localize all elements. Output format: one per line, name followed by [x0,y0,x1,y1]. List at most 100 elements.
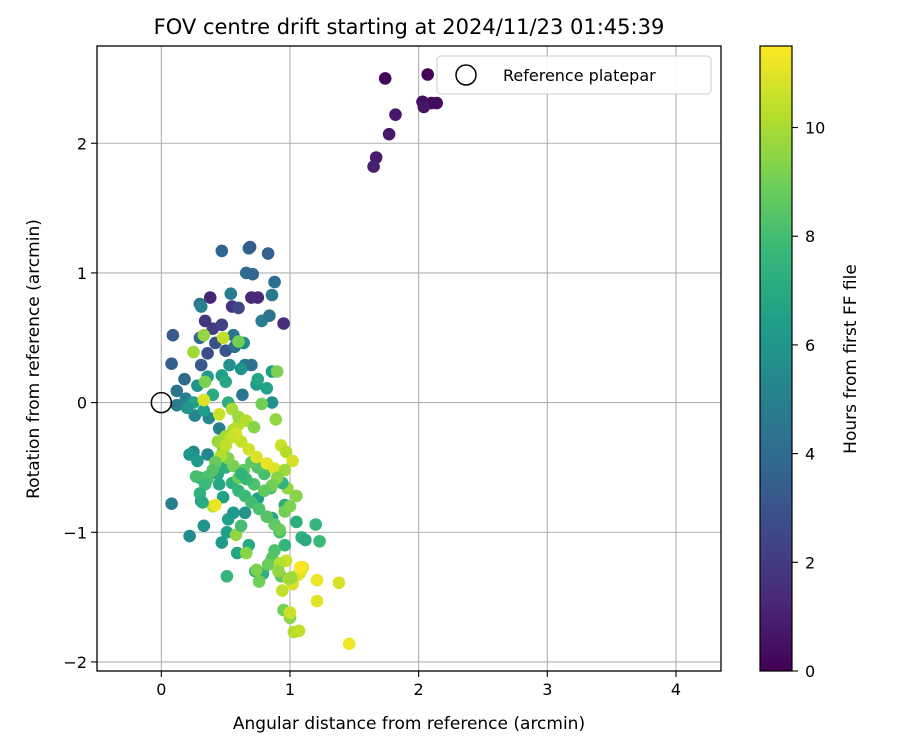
y-tick-label: −2 [63,653,87,672]
scatter-point [299,533,312,547]
colorbar-tick-label: 2 [805,553,815,572]
scatter-point [310,573,324,587]
scatter-point [277,317,290,330]
scatter-point [252,502,266,516]
scatter-point [286,454,299,468]
scatter-point [290,489,303,503]
scatter-point [310,594,324,608]
scatter-point [251,291,265,304]
scatter-point [252,575,266,588]
x-tick-label: 1 [285,680,295,699]
scatter-point [273,523,287,536]
scatter-point [170,398,184,412]
scatter-point [198,375,212,389]
y-axis-label: Rotation from reference (arcmin) [24,219,44,499]
scatter-point [183,529,196,543]
scatter-point [223,358,236,372]
y-tick-label: 1 [77,264,87,283]
scatter-point [292,624,306,638]
x-axis-label: Angular distance from reference (arcmin) [233,714,585,734]
scatter-point [258,484,271,498]
scatter-point [332,576,346,590]
scatter-point [170,384,184,398]
scatter-point [430,96,444,110]
scatter-point [265,288,279,302]
y-tick-label: 2 [77,134,87,153]
scatter-point [265,396,279,409]
scatter-point [250,563,263,577]
x-tick-label: 2 [414,680,424,699]
scatter-point [250,450,263,464]
scatter-point [290,515,303,529]
colorbar-tick-label: 6 [805,336,815,355]
scatter-point [260,382,274,395]
data-points [165,68,444,651]
legend-box [436,55,712,95]
colorbar: 0 2 4 6 8 10 Hours from first FF file [759,45,861,681]
scatter-point [270,365,284,378]
colorbar-ticks: 0 2 4 6 8 10 [792,119,825,681]
colorbar-tick-label: 0 [805,662,815,681]
axes-frame [96,45,722,672]
scatter-point [219,375,232,389]
scatter-point [247,420,261,434]
scatter-point [242,443,256,456]
scatter-point [342,637,356,651]
scatter-point [212,408,226,421]
scatter-point [283,606,297,619]
scatter-point [216,331,230,345]
scatter-point [389,108,402,121]
scatter-point [215,536,229,549]
scatter-point [268,275,281,289]
y-tick-label: −1 [63,523,87,542]
scatter-point [278,538,292,552]
colorbar-tick-label: 10 [805,119,825,138]
y-ticks: −2 −1 0 1 2 [63,134,97,672]
scatter-point [234,519,248,533]
scatter-point [283,500,297,513]
scatter-point [194,300,208,313]
legend-entry-reference: Reference platepar [503,66,656,85]
scatter-point [215,244,229,258]
scatter-point [232,335,245,348]
scatter-point [215,318,229,332]
colorbar-label: Hours from first FF file [841,264,861,454]
colorbar-gradient [760,46,792,671]
scatter-point [279,445,293,459]
scatter-point [417,100,431,114]
scatter-point [201,448,214,461]
scatter-point [165,357,178,371]
scatter-point [246,267,259,281]
colorbar-tick-label: 4 [805,445,815,464]
scatter-point [201,347,214,360]
scatter-point [232,301,245,315]
axes-background [97,46,721,671]
scatter-point [261,247,275,260]
colorbar-tick-label: 8 [805,227,815,246]
chart-title: FOV centre drift starting at 2024/11/23 … [154,15,665,39]
scatter-point [197,393,211,407]
y-tick-label: 0 [77,394,87,413]
scatter-point [313,535,326,548]
scatter-point [243,240,257,254]
colorbar-frame [759,45,793,672]
scatter-point [230,546,244,560]
scatter-point [166,328,180,342]
scatter-point [196,496,209,509]
scatter-point [421,68,435,81]
scatter-point [234,362,248,376]
scatter-point [272,564,285,578]
grid-lines [97,46,721,671]
scatter-point [203,291,217,304]
scatter-point [238,506,252,520]
scatter-point [187,345,200,359]
legend-open-circle-icon [455,64,477,86]
scatter-point [251,372,265,386]
scatter-point [189,470,203,483]
scatter-point [263,309,276,323]
scatter-point [219,439,232,452]
scatter-point [212,478,226,491]
scatter-point [309,518,323,531]
scatter-point [220,570,234,583]
